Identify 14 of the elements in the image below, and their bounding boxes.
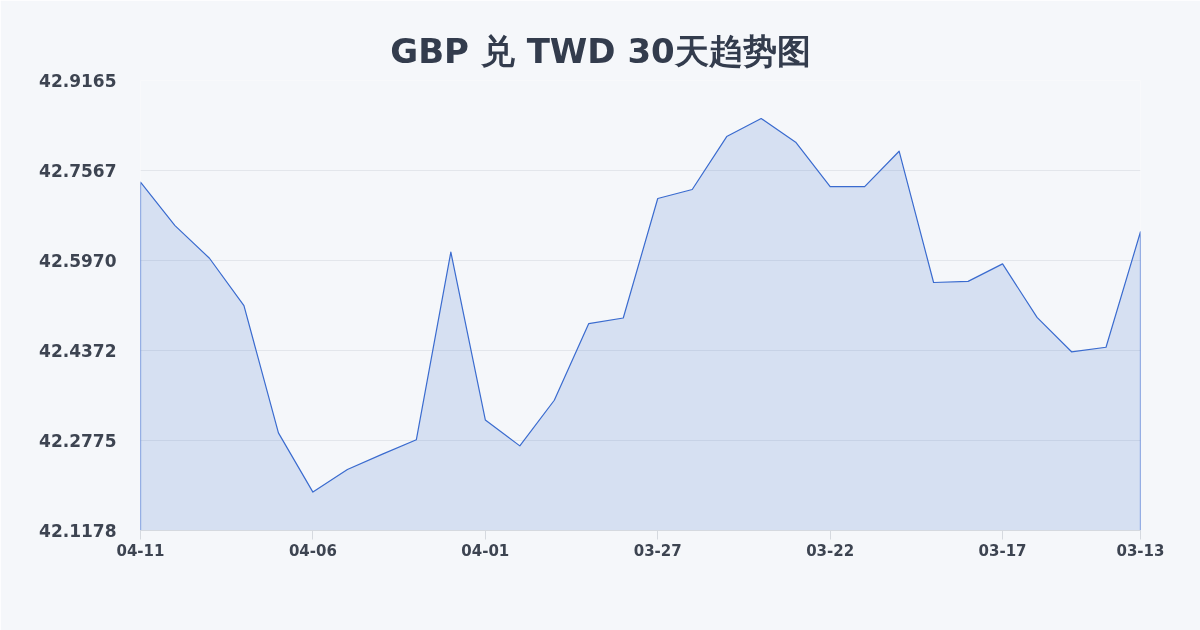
x-tick-label: 04-06 — [288, 541, 337, 560]
x-tick-label: 03-22 — [806, 541, 855, 560]
x-tick-label: 04-01 — [461, 541, 510, 560]
x-tick-label: 03-13 — [1116, 541, 1165, 560]
y-tick-label: 42.1178 — [39, 521, 117, 541]
y-tick-label: 42.7567 — [39, 161, 117, 182]
y-tick-label: 42.5970 — [39, 251, 117, 272]
x-tick-label: 04-11 — [116, 541, 165, 560]
x-tick-label: 03-27 — [633, 541, 682, 560]
y-tick-label: 42.2775 — [39, 431, 117, 452]
y-tick-label: 42.4372 — [39, 341, 117, 362]
x-tick-label: 03-17 — [978, 541, 1027, 560]
y-tick-label: 42.9165 — [39, 71, 117, 91]
chart-title: GBP 兑 TWD 30天趋势图 — [390, 30, 811, 71]
